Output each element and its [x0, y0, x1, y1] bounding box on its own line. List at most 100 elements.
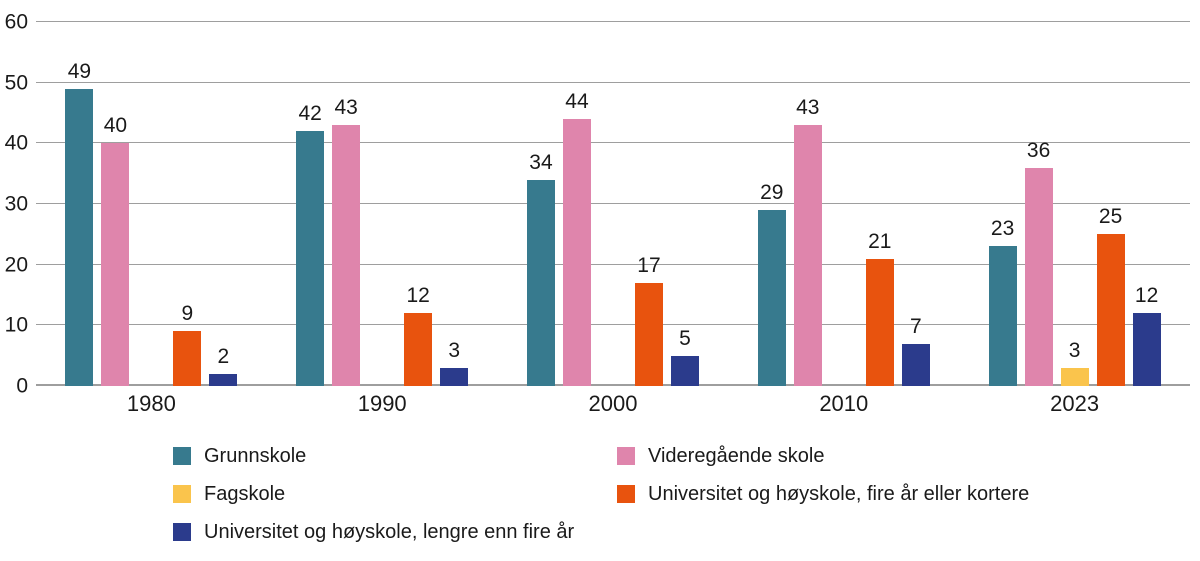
x-axis-line	[36, 384, 1190, 386]
y-tick-label: 0	[16, 374, 28, 398]
legend-column-2: Videregående skole Universitet og høyskol…	[617, 445, 1029, 523]
bar	[1096, 234, 1125, 386]
x-tick-label: 2000	[588, 391, 638, 416]
bar-slot: 44	[562, 22, 591, 386]
gridline	[36, 324, 1190, 326]
value-label: 29	[760, 181, 784, 205]
bar-slot: 2	[209, 22, 238, 386]
value-label: 9	[181, 302, 194, 326]
y-tick-label: 40	[4, 131, 28, 155]
bar-slot: 5	[670, 22, 699, 386]
bar-slot: 34	[526, 22, 555, 386]
bar-group-2010: 29 43 21 7	[728, 22, 959, 386]
bar	[865, 258, 894, 386]
gridline	[36, 81, 1190, 83]
plot-area: 49 40 9 2 42 43 12 3 34 44 17 5 29 43 21 7 23 36 3 25 12	[36, 21, 1190, 386]
bar-slot: 40	[101, 22, 130, 386]
gridline	[36, 203, 1190, 204]
value-label: 23	[990, 217, 1015, 241]
bar-slot: 36	[1024, 22, 1053, 386]
legend-label: Videregående skole	[648, 445, 825, 467]
y-tick-label: 50	[4, 71, 28, 95]
value-label: 36	[1026, 138, 1051, 162]
value-label: 2	[217, 344, 230, 368]
gridline	[36, 263, 1190, 265]
x-tick-label: 1990	[357, 391, 407, 416]
bar	[526, 179, 555, 386]
bar	[1132, 313, 1161, 386]
bar	[404, 313, 433, 386]
value-label: 7	[909, 314, 922, 338]
bar-slot	[599, 22, 627, 386]
bar-slot	[137, 22, 165, 386]
bar-slot: 7	[901, 22, 930, 386]
bar	[562, 119, 591, 386]
bar	[1024, 167, 1053, 386]
bar-group-1990: 42 43 12 3	[267, 22, 498, 386]
bar	[757, 210, 786, 386]
bar	[332, 125, 361, 386]
x-tick-label: 2010	[819, 391, 869, 416]
value-label: 17	[637, 253, 661, 277]
bar-slot: 25	[1096, 22, 1125, 386]
legend-label: Grunnskole	[204, 445, 307, 467]
legend-label: Universitet og høyskole, lengre enn fire…	[204, 521, 575, 543]
legend-column-1: Grunnskole Fagskole Universitet og høyskol…	[173, 445, 575, 561]
legend-item: Universitet og høyskole, lengre enn fire…	[173, 521, 575, 543]
value-label: 21	[868, 229, 892, 253]
gridlines	[36, 21, 1190, 386]
bar-group-1980: 49 40 9 2	[36, 22, 267, 386]
bar-groups: 49 40 9 2 42 43 12 3 34 44 17 5 29 43 21 7 23 36 3 25 12	[36, 22, 1190, 386]
bar-slot: 43	[332, 22, 361, 386]
x-tick-label: 2023	[1050, 391, 1100, 416]
bar	[670, 355, 699, 386]
legend-item: Videregående skole	[617, 445, 1029, 467]
value-label: 42	[298, 102, 322, 126]
value-label: 34	[529, 150, 553, 174]
value-label: 25	[1098, 205, 1123, 229]
value-label: 3	[448, 338, 461, 362]
bar	[173, 331, 202, 386]
legend-swatch	[617, 485, 635, 503]
y-tick-label: 10	[4, 313, 28, 337]
legend-swatch	[173, 523, 191, 541]
bar-slot: 12	[404, 22, 433, 386]
y-tick-label: 30	[4, 192, 28, 216]
value-label: 40	[103, 114, 128, 138]
bar-slot: 43	[793, 22, 822, 386]
bar-slot: 9	[173, 22, 202, 386]
legend-label: Fagskole	[204, 483, 286, 505]
bar	[988, 246, 1017, 386]
y-axis: 0 10 20 30 40 50 60	[0, 12, 28, 397]
bar	[101, 143, 130, 386]
x-tick-label: 1980	[126, 391, 176, 416]
bar-slot: 42	[296, 22, 325, 386]
bar-slot: 3	[440, 22, 469, 386]
bar-slot: 17	[634, 22, 663, 386]
bar	[209, 373, 238, 386]
value-label: 5	[679, 326, 691, 350]
bar	[440, 367, 469, 386]
value-label: 12	[406, 284, 430, 308]
y-tick-label: 60	[4, 10, 28, 34]
bar-slot: 49	[65, 22, 94, 386]
gridline	[36, 21, 1190, 22]
value-label: 44	[565, 90, 589, 114]
legend-item: Fagskole	[173, 483, 574, 505]
bar-slot	[368, 22, 396, 386]
value-label: 49	[67, 59, 92, 83]
bar	[296, 131, 325, 386]
bar-group-2000: 34 44 17 5	[498, 22, 729, 386]
bar	[634, 282, 663, 386]
legend-swatch	[173, 447, 191, 465]
bar-slot: 23	[988, 22, 1017, 386]
legend-item: Grunnskole	[173, 445, 574, 467]
bar-slot: 29	[757, 22, 786, 386]
bar	[65, 88, 94, 386]
bar	[901, 343, 930, 386]
bar	[793, 125, 822, 386]
value-label: 3	[1068, 338, 1081, 362]
bar-slot: 12	[1132, 22, 1161, 386]
gridline	[36, 142, 1190, 144]
